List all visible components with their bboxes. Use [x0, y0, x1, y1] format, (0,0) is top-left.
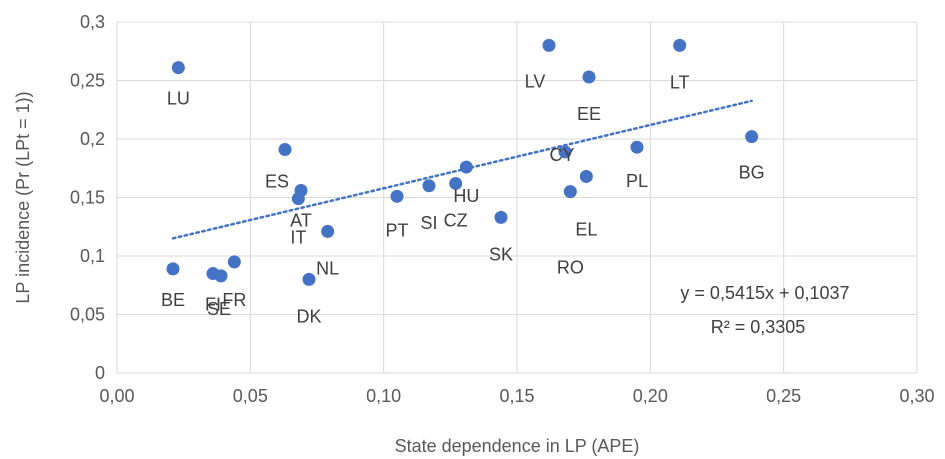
data-point-bg — [745, 130, 759, 144]
data-point-lu — [171, 61, 185, 75]
point-label-bg: BG — [739, 163, 765, 183]
trendline-equation: y = 0,5415x + 0,1037 — [680, 283, 849, 303]
point-label-ro: RO — [557, 258, 584, 278]
x-tick-label: 0,15 — [499, 386, 534, 406]
point-label-es: ES — [265, 172, 289, 192]
point-label-at: AT — [290, 210, 312, 230]
x-axis-ticks: 0,00 0,05 0,10 0,15 0,20 0,25 0,30 — [99, 386, 934, 406]
data-point-el — [579, 169, 593, 183]
point-label-cy: CY — [549, 145, 574, 165]
point-label-se: SE — [207, 299, 231, 319]
x-axis-title: State dependence in LP (APE) — [395, 436, 640, 456]
data-point-sk — [494, 210, 508, 224]
data-point-lv — [542, 38, 556, 52]
x-tick-label: 0,00 — [99, 386, 134, 406]
x-tick-label: 0,30 — [899, 386, 934, 406]
point-label-si: SI — [420, 213, 437, 233]
x-tick-label: 0,10 — [366, 386, 401, 406]
point-label-sk: SK — [489, 244, 513, 264]
data-point-cz — [449, 176, 463, 190]
data-point-dk — [302, 272, 316, 286]
y-tick-label: 0 — [95, 363, 105, 383]
point-label-dk: DK — [296, 306, 321, 326]
y-axis-ticks: 0 0,05 0,1 0,15 0,2 0,25 0,3 — [70, 12, 105, 383]
point-label-el: EL — [575, 219, 597, 239]
x-tick-label: 0,20 — [633, 386, 668, 406]
data-point-pl — [630, 140, 644, 154]
point-label-be: BE — [161, 290, 185, 310]
y-tick-label: 0,1 — [80, 246, 105, 266]
data-point-lt — [673, 38, 687, 52]
data-point-be — [166, 262, 180, 276]
point-label-pl: PL — [626, 171, 648, 191]
data-point-ee — [582, 70, 596, 84]
point-label-lu: LU — [167, 89, 190, 109]
point-label-fi: FI — [205, 295, 221, 315]
y-tick-label: 0,3 — [80, 12, 105, 32]
point-label-it: IT — [290, 228, 306, 248]
point-label-ee: EE — [577, 104, 601, 124]
data-point-hu — [459, 160, 473, 174]
y-tick-label: 0,05 — [70, 305, 105, 325]
trendline-r-squared: R² = 0,3305 — [711, 317, 806, 337]
data-point-pt — [390, 189, 404, 203]
data-point-ro — [563, 185, 577, 199]
data-point-cy — [558, 145, 572, 159]
data-point-si — [422, 179, 436, 193]
data-point-nl — [321, 224, 335, 238]
y-tick-label: 0,15 — [70, 188, 105, 208]
y-tick-label: 0,25 — [70, 71, 105, 91]
point-label-cz: CZ — [444, 210, 468, 230]
y-axis-title: LP incidence (Pr (LPt = 1)) — [13, 91, 33, 303]
point-label-lv: LV — [525, 71, 546, 91]
point-label-lt: LT — [670, 72, 690, 92]
y-tick-label: 0,2 — [80, 129, 105, 149]
x-tick-label: 0,05 — [233, 386, 268, 406]
data-point-fr — [227, 255, 241, 269]
gridlines — [116, 21, 918, 374]
data-point-it — [291, 192, 305, 206]
point-label-fr: FR — [222, 290, 246, 310]
point-label-nl: NL — [316, 258, 339, 278]
data-points — [166, 38, 759, 286]
x-tick-label: 0,25 — [766, 386, 801, 406]
data-point-es — [278, 143, 292, 157]
point-label-pt: PT — [385, 220, 408, 240]
data-point-se — [214, 269, 228, 283]
point-label-hu: HU — [453, 186, 479, 206]
